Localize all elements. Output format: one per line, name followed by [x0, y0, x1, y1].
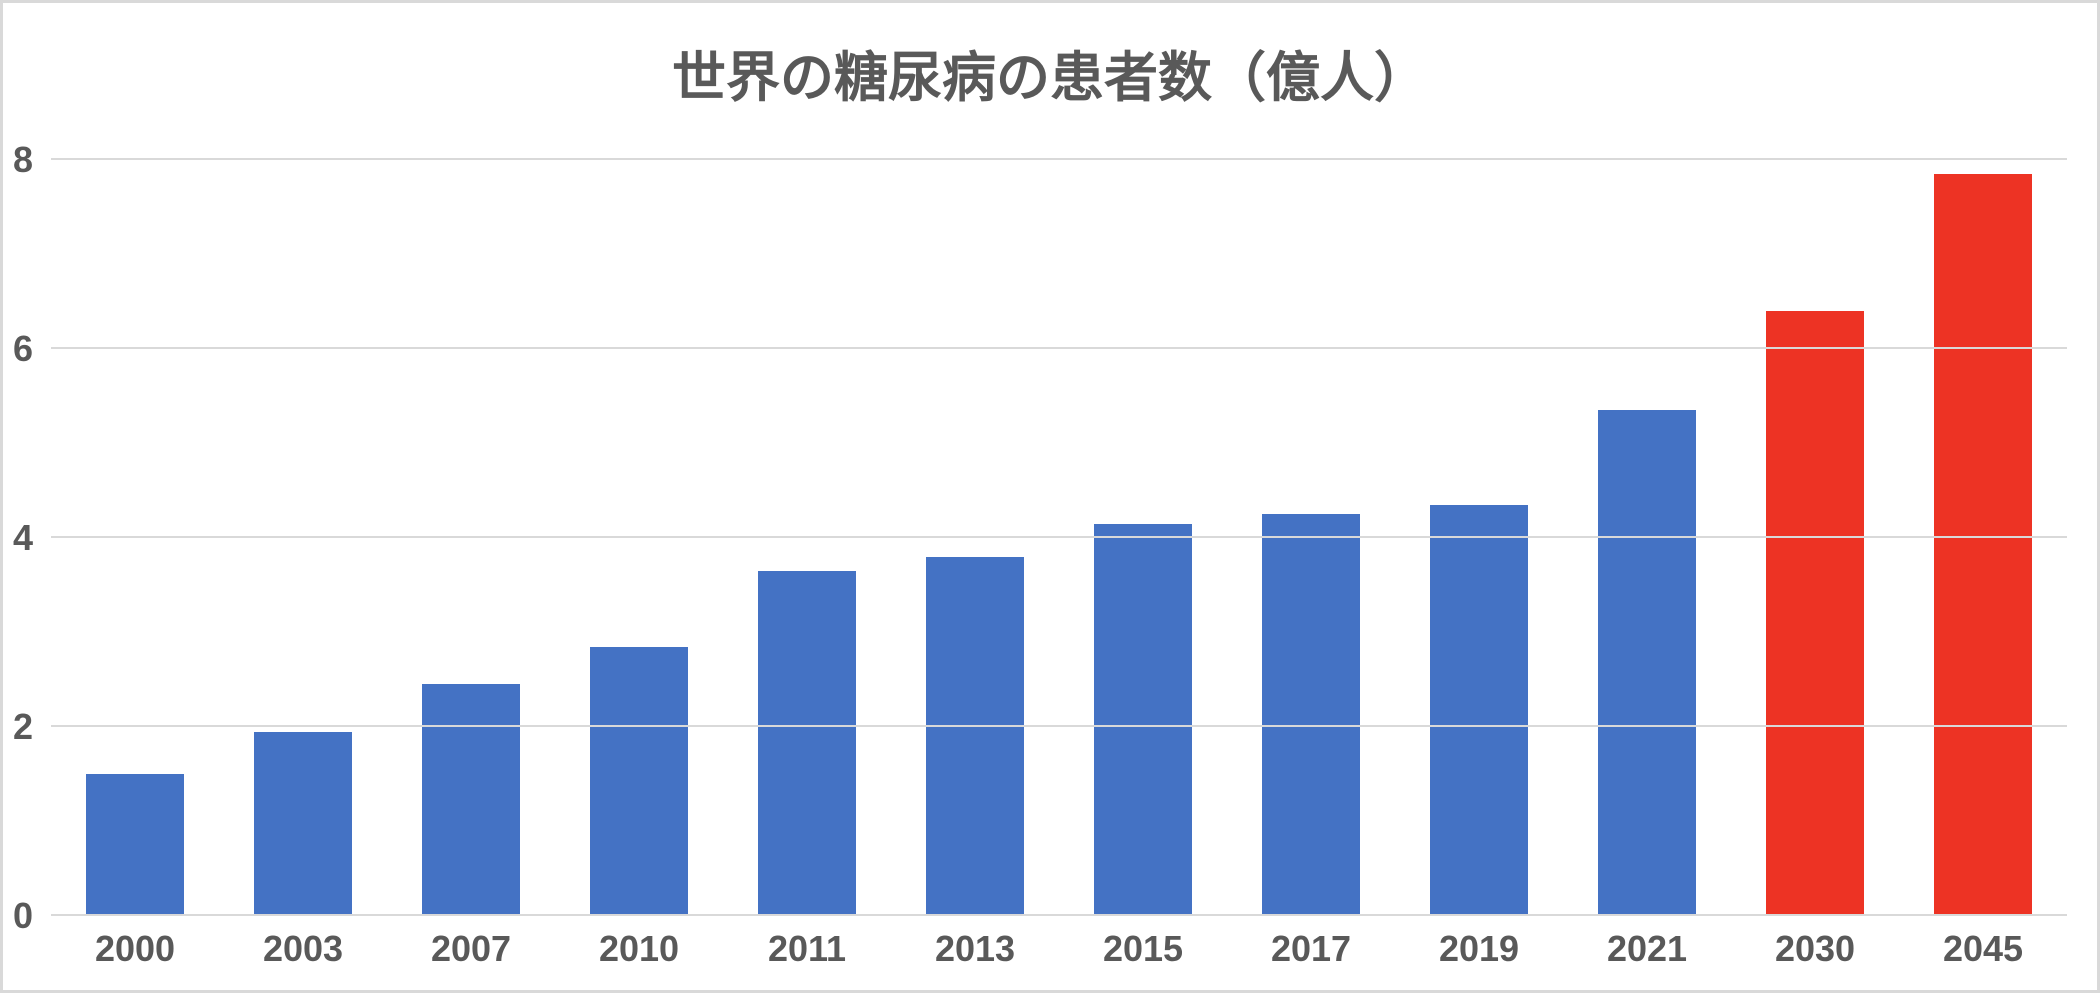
- x-tick-label: 2010: [555, 928, 723, 970]
- y-tick-label: 2: [13, 706, 33, 748]
- y-tick-label: 6: [13, 328, 33, 370]
- bar-slot: [723, 122, 891, 916]
- bar: [422, 684, 519, 916]
- x-tick-label: 2045: [1899, 928, 2067, 970]
- gridline: [51, 536, 2067, 538]
- bar: [1766, 311, 1863, 916]
- bar: [254, 732, 351, 916]
- gridline: [51, 158, 2067, 160]
- gridline: [51, 347, 2067, 349]
- bar: [758, 571, 855, 916]
- bar: [86, 774, 183, 916]
- y-axis: [33, 122, 51, 970]
- chart-frame: 世界の糖尿病の患者数（億人） 02468 2000200320072010201…: [0, 0, 2100, 993]
- bar-slot: [1731, 122, 1899, 916]
- chart-title: 世界の糖尿病の患者数（億人）: [33, 33, 2067, 112]
- y-tick-label: 4: [13, 517, 33, 559]
- x-axis-line: [51, 914, 2067, 916]
- bar-slot: [1563, 122, 1731, 916]
- gridline: [51, 725, 2067, 727]
- bar-slot: [387, 122, 555, 916]
- bar: [926, 557, 1023, 916]
- x-tick-label: 2030: [1731, 928, 1899, 970]
- bar: [590, 647, 687, 916]
- bar: [1598, 410, 1695, 916]
- y-tick-label: 0: [13, 895, 33, 937]
- y-tick-label: 8: [13, 139, 33, 181]
- bar-slot: [891, 122, 1059, 916]
- x-tick-label: 2013: [891, 928, 1059, 970]
- x-tick-label: 2003: [219, 928, 387, 970]
- bar: [1262, 514, 1359, 916]
- x-tick-label: 2007: [387, 928, 555, 970]
- x-tick-label: 2000: [51, 928, 219, 970]
- bar-slot: [555, 122, 723, 916]
- bar-slot: [219, 122, 387, 916]
- bar-slot: [1227, 122, 1395, 916]
- x-tick-label: 2011: [723, 928, 891, 970]
- bar-slot: [1395, 122, 1563, 916]
- plot-area: 02468: [51, 122, 2067, 916]
- plot-column: 02468 2000200320072010201120132015201720…: [51, 122, 2067, 970]
- x-tick-label: 2019: [1395, 928, 1563, 970]
- x-tick-label: 2017: [1227, 928, 1395, 970]
- bars-container: [51, 122, 2067, 916]
- bar-slot: [1059, 122, 1227, 916]
- bar-slot: [1899, 122, 2067, 916]
- x-tick-label: 2021: [1563, 928, 1731, 970]
- chart-body: 02468 2000200320072010201120132015201720…: [33, 122, 2067, 970]
- bar-slot: [51, 122, 219, 916]
- x-axis: 2000200320072010201120132015201720192021…: [51, 928, 2067, 970]
- bar: [1934, 174, 2031, 916]
- bar: [1094, 524, 1191, 916]
- bar: [1430, 505, 1527, 916]
- x-tick-label: 2015: [1059, 928, 1227, 970]
